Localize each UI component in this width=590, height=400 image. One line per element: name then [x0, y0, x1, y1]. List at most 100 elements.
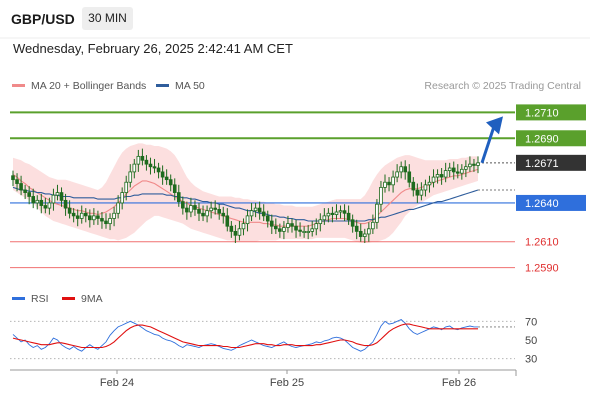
candle-body — [213, 207, 217, 210]
candle-body — [358, 230, 363, 237]
candle-body — [39, 199, 44, 206]
candle-body — [136, 155, 141, 165]
candle-body — [225, 215, 230, 227]
candle-body — [435, 174, 440, 178]
candle-body — [387, 181, 391, 186]
candle-body — [245, 215, 250, 225]
candle-body — [286, 223, 290, 228]
candle-body — [51, 194, 56, 204]
candle-body — [354, 225, 359, 232]
candle-body — [185, 207, 189, 213]
candle-body — [152, 166, 157, 169]
x-tick-label: Feb 25 — [270, 377, 304, 389]
candle-body — [112, 212, 116, 219]
candle-body — [27, 192, 31, 197]
candle-body — [265, 215, 270, 222]
bollinger-band-area — [13, 143, 478, 243]
timeframe-badge[interactable]: 30 MIN — [82, 7, 133, 30]
candle-body — [11, 175, 15, 181]
candle-body — [55, 192, 60, 196]
candle-body — [282, 227, 286, 232]
candle-body — [261, 211, 266, 217]
level-label-1.2671: 1.2671 — [525, 158, 559, 170]
level-label-1.2610: 1.2610 — [525, 237, 559, 249]
candle-body — [96, 215, 100, 219]
rsi-tick-50: 50 — [525, 335, 537, 347]
candle-body — [257, 207, 262, 213]
candle-body — [209, 207, 213, 212]
candle-body — [205, 210, 209, 217]
candle-body — [274, 225, 278, 230]
candle-body — [399, 166, 403, 173]
candle-body — [140, 155, 145, 161]
candle-body — [100, 218, 104, 222]
candle-body — [306, 230, 310, 233]
candle-body — [201, 212, 205, 217]
candle-body — [330, 212, 335, 215]
candle-body — [164, 176, 169, 181]
candle-body — [15, 179, 19, 184]
legend-rsi-label: RSI — [31, 293, 49, 305]
candle-body — [160, 171, 165, 178]
candle-body — [423, 184, 428, 191]
candle-body — [310, 228, 315, 232]
candle-body — [472, 163, 476, 166]
level-label-1.2640: 1.2640 — [525, 198, 559, 210]
candle-body — [132, 163, 137, 173]
candle-body — [302, 230, 306, 233]
ma50-swatch — [156, 83, 169, 87]
candle-body — [439, 174, 444, 178]
candle-body — [464, 166, 468, 170]
candle-body — [67, 207, 72, 214]
candle-body — [350, 219, 355, 227]
rsi-tick-70: 70 — [525, 316, 537, 328]
candle-body — [217, 208, 222, 214]
candle-body — [476, 162, 480, 166]
candle-body — [443, 170, 448, 178]
candle-body — [193, 205, 197, 210]
rsi-line — [12, 318, 478, 352]
level-label-1.2640-bg — [516, 194, 586, 211]
legend-rsi: RSI — [12, 293, 49, 305]
candle-body — [419, 189, 424, 196]
candle-body — [104, 220, 108, 225]
rsi-swatch — [12, 296, 25, 300]
candle-body — [468, 163, 472, 168]
candle-body — [108, 218, 112, 225]
candle-body — [460, 168, 464, 174]
candle-body — [411, 181, 416, 191]
legend-ma50: MA 50 — [156, 80, 205, 92]
candle-body — [403, 166, 408, 173]
candle-body — [253, 207, 258, 212]
candle-body — [383, 181, 387, 188]
chart-header: GBP/USD 30 MIN — [0, 0, 590, 38]
candle-body — [128, 171, 133, 183]
candle-body — [334, 211, 339, 215]
candle-body — [88, 215, 92, 221]
legend-rsi-ma-label: 9MA — [81, 293, 103, 305]
candle-body — [19, 183, 23, 191]
candle-body — [431, 176, 436, 183]
candle-body — [168, 179, 173, 186]
candle-body — [172, 184, 177, 193]
candle-body — [71, 212, 76, 217]
candle-body — [391, 176, 395, 186]
candle-body — [375, 203, 379, 223]
legend-ma50-label: MA 50 — [175, 80, 205, 92]
candle-body — [326, 212, 331, 217]
candle-body — [298, 229, 302, 232]
legend-rsi-ma: 9MA — [62, 293, 103, 305]
candle-body — [290, 223, 294, 227]
candle-body — [294, 225, 298, 231]
candle-body — [31, 196, 36, 204]
ma20-line — [12, 168, 479, 227]
candle-body — [116, 202, 120, 214]
level-label-1.2710-bg — [516, 104, 586, 121]
candle-body — [395, 171, 399, 178]
chart-datetime: Wednesday, February 26, 2025 2:42:41 AM … — [13, 41, 293, 56]
candle-body — [241, 223, 246, 230]
candle-body — [197, 208, 201, 214]
candle-body — [455, 171, 460, 174]
candle-body — [229, 225, 234, 232]
